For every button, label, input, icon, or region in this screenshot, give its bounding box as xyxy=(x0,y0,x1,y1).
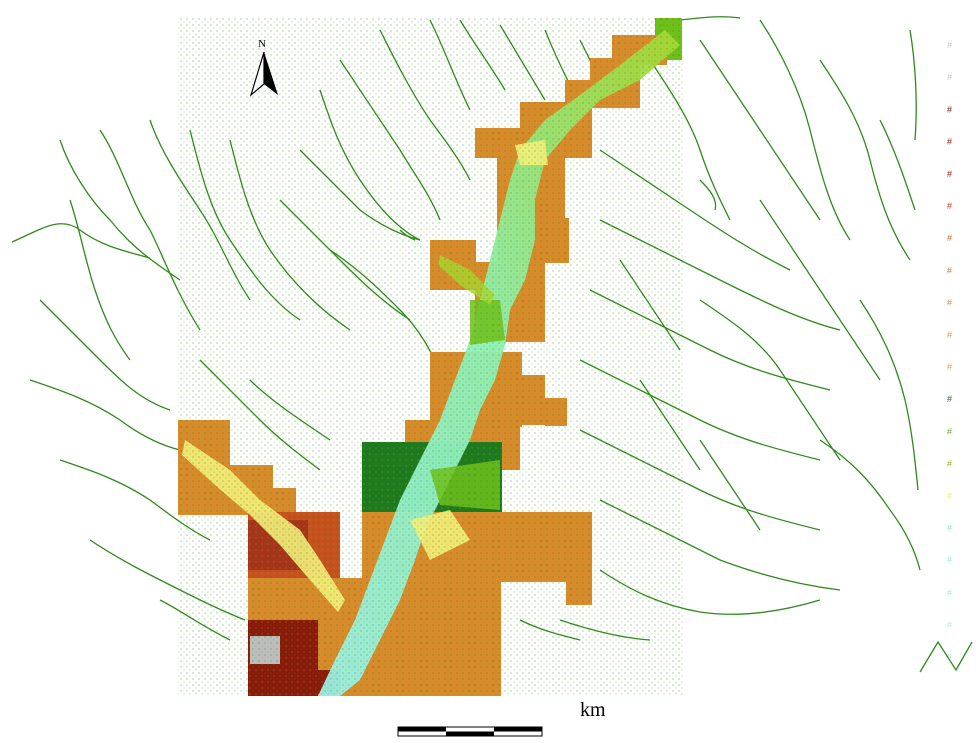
scale-bar-segment xyxy=(398,727,446,732)
north-arrow: N xyxy=(249,38,278,97)
river-line xyxy=(759,19,851,241)
scale-bar: km xyxy=(397,699,606,737)
legend-swatch: # xyxy=(947,587,952,597)
legend-swatch: # xyxy=(947,104,952,114)
legend-swatch: # xyxy=(947,265,952,275)
legend-swatch: # xyxy=(947,652,952,662)
legend-swatch: # xyxy=(947,72,952,82)
legend-swatch: # xyxy=(947,426,952,436)
legend-river-icon xyxy=(919,640,973,673)
elevation-raster xyxy=(178,18,683,696)
legend-swatch: # xyxy=(947,362,952,372)
river-line xyxy=(759,199,881,381)
legend-swatch: # xyxy=(947,298,952,308)
legend-swatch: # xyxy=(947,233,952,243)
legend-swatch: # xyxy=(947,620,952,630)
river-line xyxy=(679,16,741,21)
river-line xyxy=(699,439,761,531)
river-line xyxy=(69,199,131,361)
legend-swatch: # xyxy=(947,330,952,340)
north-arrow-icon-shade xyxy=(264,52,278,95)
legend-swatch: # xyxy=(947,555,952,565)
legend-swatch: # xyxy=(947,40,952,50)
river-line xyxy=(29,379,181,451)
river-line xyxy=(11,223,151,259)
legend-swatch: # xyxy=(947,523,952,533)
river-line xyxy=(699,39,821,221)
legend-swatch: # xyxy=(947,394,952,404)
texture-overlay xyxy=(178,18,683,696)
scale-unit: km xyxy=(580,699,606,721)
legend-swatch: # xyxy=(947,491,952,501)
legend: # # # # # # # # # # # # # # # # # # # # xyxy=(947,40,952,662)
river-line xyxy=(39,299,171,411)
river-line xyxy=(909,29,917,141)
river-line xyxy=(859,299,919,491)
legend-swatch: # xyxy=(947,201,952,211)
river-line xyxy=(819,59,911,261)
scale-bar-segment xyxy=(494,727,542,732)
legend-swatch: # xyxy=(947,459,952,469)
river-line xyxy=(699,299,841,461)
legend-swatch: # xyxy=(947,169,952,179)
river-line xyxy=(59,139,181,281)
river-line xyxy=(819,439,921,571)
river-line xyxy=(879,119,916,211)
legend-swatch: # xyxy=(947,137,952,147)
north-label: N xyxy=(258,38,266,50)
river-line xyxy=(699,179,717,211)
scale-bar-segment xyxy=(446,731,494,736)
